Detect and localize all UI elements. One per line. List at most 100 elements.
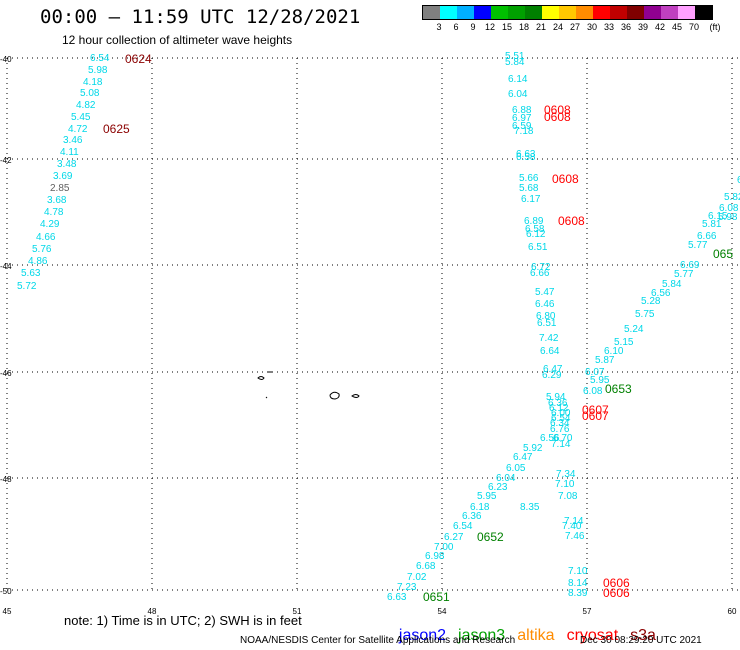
wave-height-value: 5.84: [505, 57, 525, 68]
wave-height-value: 6.97: [512, 113, 532, 124]
legend-swatch: [576, 6, 593, 19]
wave-height-value: 6.63: [516, 149, 536, 160]
legend-swatch: [695, 6, 712, 19]
wave-height-value: 6.70: [553, 433, 573, 444]
legend-swatch: [508, 6, 525, 19]
wave-height-value: 6.05: [506, 463, 526, 474]
legend-tick-label: 33: [603, 22, 615, 32]
wave-height-value: 6.88: [512, 105, 532, 116]
wave-height-value: 4.82: [76, 100, 96, 111]
wave-height-value: 5.95: [590, 375, 610, 386]
wave-height-value: 5.47: [535, 287, 555, 298]
wave-height-value: 5.08: [80, 88, 100, 99]
wave-height-value: 5.94: [546, 392, 566, 403]
wave-height-value: 5.82: [724, 192, 740, 203]
wave-height-value: 8.35: [520, 502, 540, 513]
pass-time-label: 065: [713, 247, 733, 261]
wave-height-value: 6.12: [549, 403, 569, 414]
legend-tick-label: 70: [688, 22, 700, 32]
wave-height-value: 7.00: [434, 542, 454, 553]
pass-time-label: 0651: [423, 590, 450, 604]
wave-height-value: 6.63: [387, 592, 407, 603]
generated-timestamp: Dec 30 08:29:20 UTC 2021: [580, 635, 702, 646]
wave-height-value: 5.75: [635, 309, 655, 320]
wave-height-value: 6.27: [444, 532, 464, 543]
wave-height-value: 7.34: [556, 469, 576, 480]
wave-height-value: 5.28: [641, 296, 661, 307]
credit-line: NOAA/NESDIS Center for Satellite Applica…: [240, 635, 516, 646]
wave-height-value: 4.72: [68, 124, 88, 135]
page-title: 00:00 – 11:59 UTC 12/28/2021: [40, 6, 361, 28]
wave-height-value: 6.07: [585, 367, 605, 378]
legend-swatch: [593, 6, 610, 19]
wave-height-value: 6.56: [651, 288, 671, 299]
legend-tick-label: 24: [552, 22, 564, 32]
pass-time-label: 0608: [558, 214, 585, 228]
pass-time-labels: 0624062506080608060806080650653060706070…: [103, 52, 733, 604]
wave-height-value: 5.77: [674, 269, 694, 280]
wave-height-value: 6.03: [737, 175, 740, 186]
legend-tick-label: 39: [637, 22, 649, 32]
wave-height-value: 7.10: [568, 566, 588, 577]
legend-swatches: [422, 5, 713, 20]
wave-height-value: 6.69: [680, 260, 700, 271]
wave-height-value: 5.51: [505, 51, 525, 62]
wave-height-value: 6.51: [537, 318, 557, 329]
wave-height-value: 5.87: [595, 355, 615, 366]
wave-height-value: 6.56: [540, 433, 560, 444]
wave-height-value: 4.78: [44, 207, 64, 218]
wave-height-value: 6.00: [551, 408, 571, 419]
wave-height-value: 5.77: [688, 240, 708, 251]
wave-height-value: 6.58: [516, 152, 536, 163]
wave-height-value: 4.11: [60, 147, 79, 158]
wave-height-value: 5.84: [662, 279, 682, 290]
longitude-tick-label: 60: [728, 607, 737, 616]
pass-time-label: 0608: [552, 172, 579, 186]
wave-height-value: 6.08: [583, 386, 603, 397]
wave-height-value: 3.46: [63, 135, 83, 146]
pass-time-label: 0652: [477, 530, 504, 544]
wave-height-value: 8.39: [568, 588, 588, 599]
legend-tick-label: 12: [484, 22, 496, 32]
legend-swatch: [440, 6, 457, 19]
satellite-jason3: jason3: [458, 627, 506, 644]
pass-time-label: 0608: [544, 103, 571, 117]
wave-height-value: 6.98: [425, 551, 445, 562]
longitude-tick-label: 57: [583, 607, 592, 616]
legend-swatch: [559, 6, 576, 19]
wave-height-value: 3.68: [47, 195, 67, 206]
legend-tick-label: 30: [586, 22, 598, 32]
legend-tick-label: 6: [453, 22, 459, 32]
wave-height-value: 6.34: [550, 418, 570, 429]
wave-height-value: 6.08: [719, 203, 739, 214]
pass-time-label: 0625: [103, 122, 130, 136]
wave-height-value: 6.54: [453, 521, 473, 532]
wave-height-value: 6.80: [536, 311, 556, 322]
legend-swatch: [644, 6, 661, 19]
footnote: note: 1) Time is in UTC; 2) SWH is in fe…: [64, 613, 302, 628]
wave-height-value: 6.72: [531, 262, 551, 273]
latitude-tick-label: -50: [0, 587, 12, 596]
wave-height-value: 7.14: [564, 516, 584, 527]
pass-time-label: 0606: [603, 586, 630, 600]
pass-time-label: 0607: [582, 409, 609, 423]
wave-height-value: 6.64: [540, 346, 560, 357]
legend-tick-label: 42: [654, 22, 666, 32]
longitude-tick-label: 48: [148, 607, 157, 616]
island-outline: [257, 371, 272, 380]
wave-height-value: 7.23: [397, 582, 417, 593]
wave-height-value: 5.72: [17, 281, 37, 292]
island-outlines: [257, 371, 360, 400]
wave-height-value: 6.59: [512, 121, 532, 132]
wave-height-value: 5.76: [32, 244, 52, 255]
wave-height-value: 4.29: [40, 219, 60, 230]
wave-height-value: 7.40: [562, 521, 582, 532]
satellite-altika: altika: [517, 627, 555, 644]
pass-time-label: 0608: [544, 110, 571, 124]
wave-height-value: 6.47: [513, 452, 533, 463]
wave-height-value: 6.66: [530, 268, 550, 279]
wave-height-labels: 6.545.984.185.084.825.454.723.464.113.48…: [17, 51, 740, 603]
wave-height-value: 3.48: [57, 159, 77, 170]
wave-height-value: 7.14: [551, 439, 571, 450]
